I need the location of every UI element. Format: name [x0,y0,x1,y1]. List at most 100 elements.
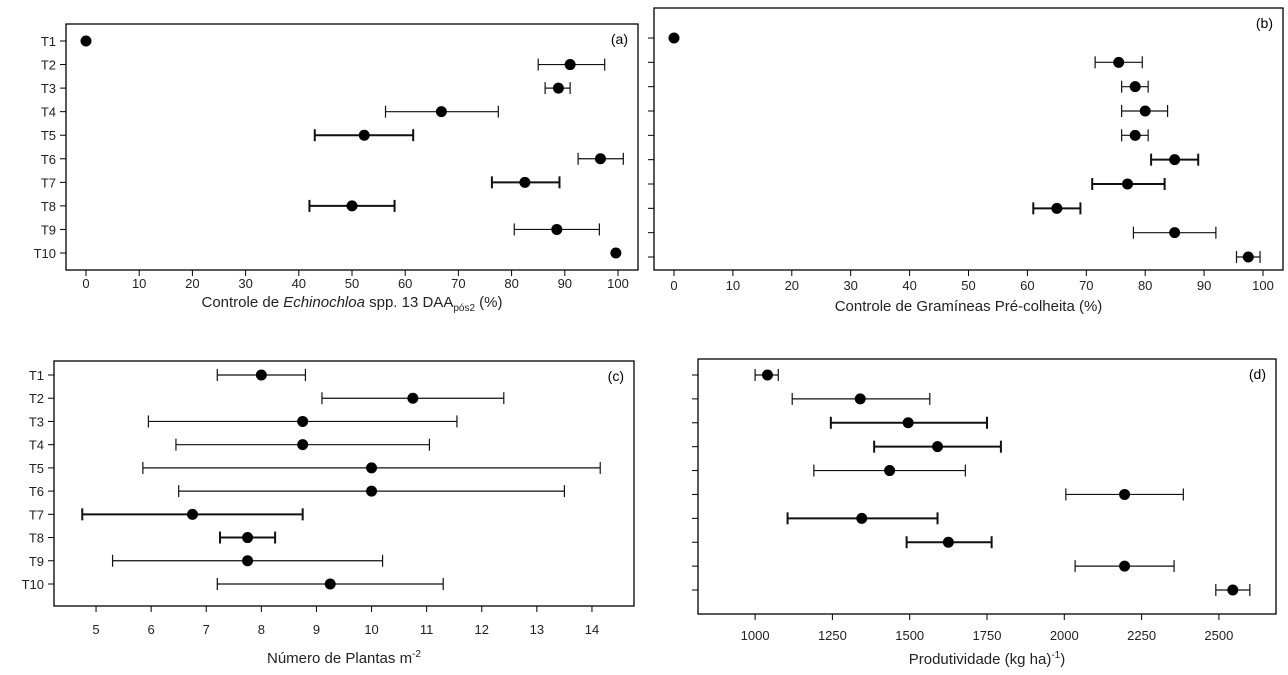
plot-frame [53,360,635,607]
category-label: T5 [41,128,56,143]
data-point [761,369,773,381]
panel-b: (b) 0 10 20 30 40 50 60 70 80 90 100 Controle de Gra… [648,7,1284,315]
data-point [358,129,370,141]
category-label: T1 [41,34,56,49]
data-point [366,462,378,474]
x-tick-label: 10 [726,278,740,293]
x-tick-label: 0 [82,276,89,291]
panel-d: (d) 1000 1250 1500 1750 2000 2250 2500 Produtivi… [692,358,1277,668]
x-tick-label: 13 [530,622,544,637]
data-point [594,153,606,165]
panel-label: (a) [611,31,628,47]
x-tick-label: 60 [398,276,412,291]
data-point [242,532,254,544]
panel-a: (a) T1 T2 T3 T4 T5 T6 T7 T8 T9 T10 0 10 20 30 40 50 60 70 8… [34,23,639,314]
data-point [1169,227,1181,239]
x-axis-label: Produtividade (kg ha)-1) [909,650,1066,668]
x-axis-label: Controle de Echinochloa spp. 13 DAApós2 … [201,294,502,314]
data-point [366,485,378,497]
x-tick-label: 8 [258,622,265,637]
data-point [942,536,954,548]
data-point [1129,81,1141,93]
data-point [668,32,680,44]
data-point [242,555,254,567]
category-label: T7 [29,507,44,522]
x-tick-label: 2500 [1204,628,1233,643]
data-point [610,247,622,259]
category-label: T4 [29,438,44,453]
x-tick-label: 40 [292,276,306,291]
x-tick-label: 90 [558,276,572,291]
data-point [186,508,198,520]
data-point [297,439,309,451]
category-label: T9 [29,554,44,569]
x-tick-label: 90 [1197,278,1211,293]
data-point [1119,560,1131,572]
data-point [856,512,868,524]
data-point [324,578,336,590]
data-point [902,417,914,429]
plot-frame [653,7,1284,271]
data-point [564,59,576,71]
data-point [551,223,563,235]
x-tick-label: 20 [185,276,199,291]
x-tick-label: 80 [504,276,518,291]
x-tick-label: 6 [148,622,155,637]
data-point [552,82,564,94]
data-point [297,415,309,427]
category-label: T3 [29,414,44,429]
category-label: T6 [41,152,56,167]
x-tick-label: 2000 [1050,628,1079,643]
data-point [255,369,267,381]
panel-label: (b) [1256,15,1273,31]
x-tick-label: 2250 [1127,628,1156,643]
data-point [519,176,531,188]
x-tick-label: 1000 [741,628,770,643]
panel-label: (c) [608,368,624,384]
x-axis-label: Controle de Gramíneas Pré-colheita (%) [835,298,1103,315]
data-point [1113,56,1125,68]
data-point [1227,584,1239,596]
x-tick-label: 60 [1020,278,1034,293]
x-tick-label: 80 [1138,278,1152,293]
category-label: T8 [41,199,56,214]
panel-label: (d) [1249,366,1266,382]
x-tick-label: 70 [451,276,465,291]
data-point [1129,129,1141,141]
data-point [346,200,358,212]
category-label: T9 [41,222,56,237]
panel-c: (c) T1 T2 T3 T4 T5 T6 T7 T8 T9 T10 5 6 7 8 9 10 11 12 13 14 N… [22,360,635,667]
x-tick-label: 12 [475,622,489,637]
data-point [80,35,92,47]
category-label: T5 [29,461,44,476]
x-tick-label: 100 [607,276,629,291]
category-label: T2 [41,58,56,73]
data-point [1139,105,1151,117]
x-tick-label: 9 [313,622,320,637]
x-tick-label: 7 [203,622,210,637]
x-tick-label: 20 [785,278,799,293]
plot-frame [697,358,1277,615]
x-tick-label: 14 [585,622,599,637]
data-point [1242,251,1254,263]
x-tick-label: 10 [132,276,146,291]
x-tick-label: 5 [92,622,99,637]
data-point [854,393,866,405]
x-tick-label: 100 [1252,278,1274,293]
data-point [407,392,419,404]
x-tick-label: 11 [420,622,434,637]
x-tick-label: 0 [670,278,677,293]
category-label: T1 [29,368,44,383]
data-point [1051,202,1063,214]
plot-frame [65,23,639,271]
x-tick-label: 1250 [818,628,847,643]
data-point [435,106,447,118]
data-point [884,465,896,477]
x-tick-label: 30 [238,276,252,291]
category-label: T6 [29,484,44,499]
data-point [1122,178,1134,190]
category-label: T8 [29,531,44,546]
x-tick-label: 50 [345,276,359,291]
data-point [932,441,944,453]
